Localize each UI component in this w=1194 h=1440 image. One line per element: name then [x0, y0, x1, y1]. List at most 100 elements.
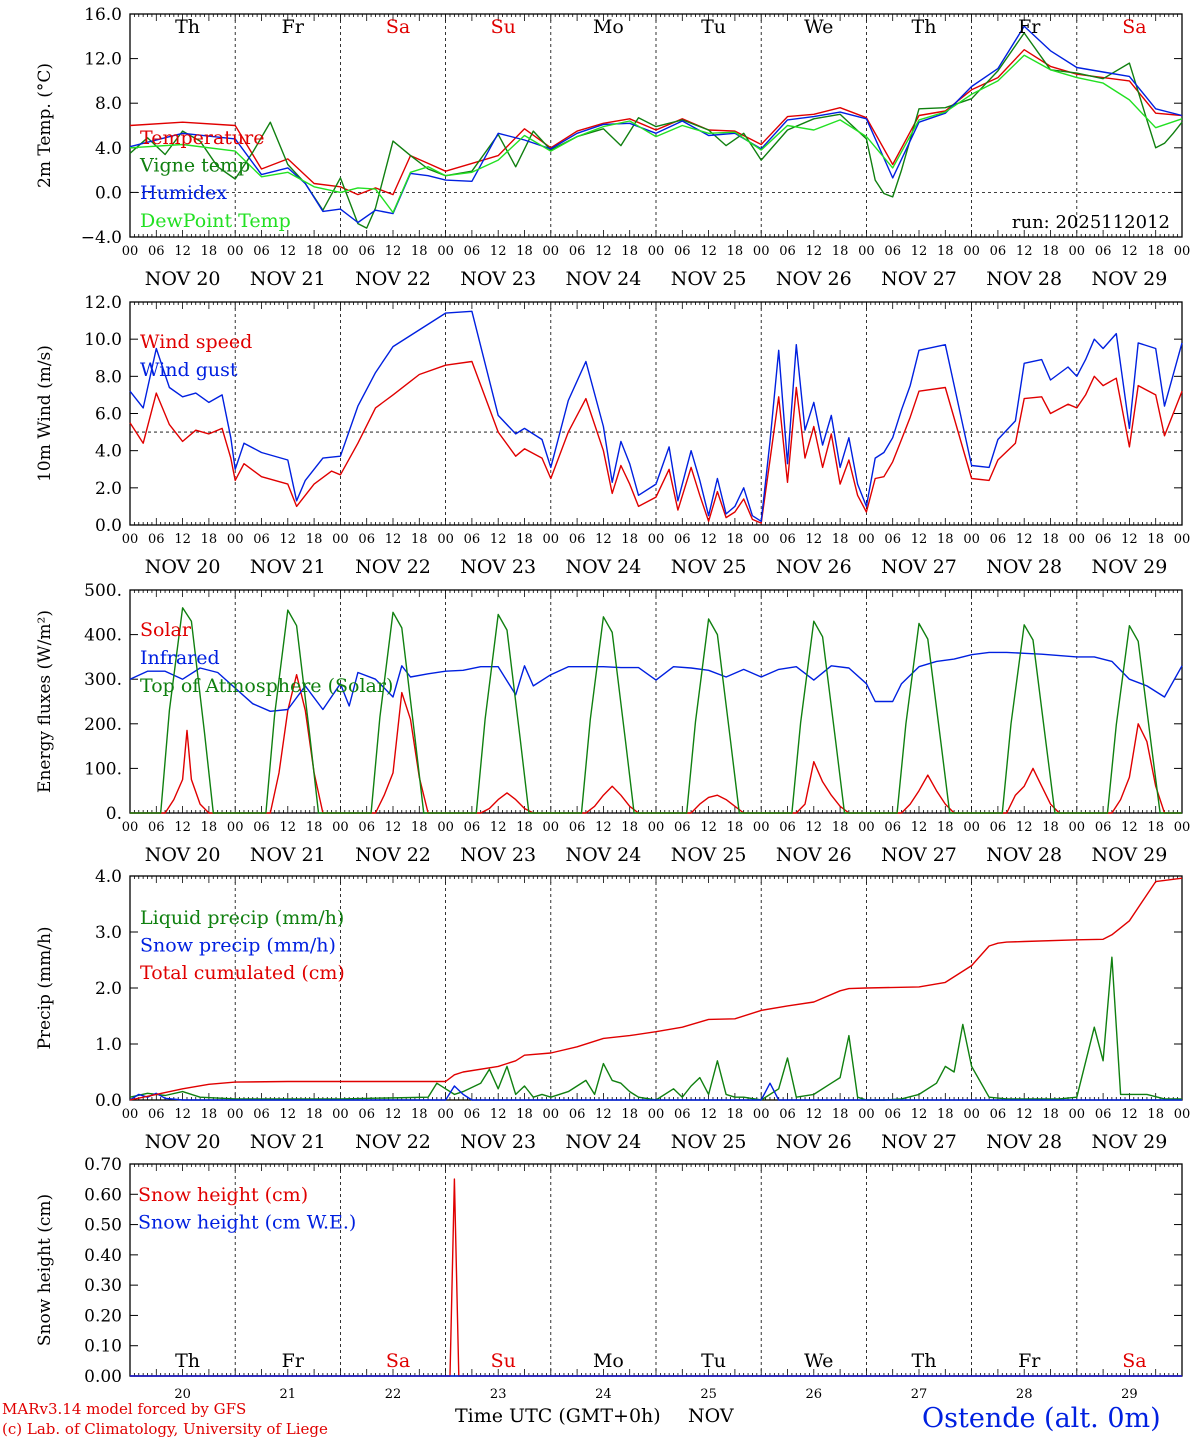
- y-axis-label: Energy fluxes (W/m²): [35, 610, 55, 793]
- hour-tick-label: 06: [148, 532, 165, 547]
- hour-tick-label: 06: [253, 532, 270, 547]
- hour-tick-label: 18: [516, 820, 533, 835]
- hour-tick-label: 00: [753, 820, 770, 835]
- hour-tick-label: 06: [253, 1107, 270, 1122]
- hour-tick-label: 00: [858, 820, 875, 835]
- hour-tick-label: 06: [464, 244, 481, 259]
- hour-tick-label: 00: [858, 532, 875, 547]
- hour-tick-label: 00: [1174, 532, 1191, 547]
- hour-tick-label: 12: [280, 820, 297, 835]
- hour-tick-label: 00: [963, 532, 980, 547]
- y-tick-label: 200.: [84, 715, 122, 735]
- hour-tick-label: 12: [385, 1107, 402, 1122]
- weekday-label: Tu: [701, 1350, 726, 1372]
- date-label: NOV 26: [776, 268, 852, 290]
- weekday-label: Sa: [386, 1350, 410, 1372]
- hour-tick-label: 18: [832, 820, 849, 835]
- hour-tick-label: 12: [280, 1107, 297, 1122]
- date-label: NOV 25: [671, 268, 747, 290]
- legend-entry: Vigne temp: [139, 155, 250, 177]
- hour-tick-label: 12: [280, 244, 297, 259]
- hour-tick-label: 00: [1174, 820, 1191, 835]
- hour-tick-label: 12: [1016, 1107, 1033, 1122]
- date-label: NOV 20: [145, 556, 221, 578]
- y-tick-label: 0.40: [84, 1246, 122, 1266]
- weekday-label: Mo: [593, 1350, 624, 1372]
- hour-tick-label: 18: [937, 532, 954, 547]
- date-label: NOV 29: [1091, 844, 1167, 866]
- hour-tick-label: 00: [963, 1107, 980, 1122]
- y-tick-label: 2.0: [95, 479, 122, 499]
- weekday-label: Sa: [1122, 1350, 1146, 1372]
- date-label: NOV 23: [460, 1131, 536, 1153]
- day-number-label: 28: [1016, 1387, 1033, 1402]
- hour-tick-label: 18: [411, 1107, 428, 1122]
- hour-tick-label: 18: [1147, 820, 1164, 835]
- hour-tick-label: 00: [1069, 244, 1086, 259]
- weekday-label: Fr: [1018, 1350, 1041, 1372]
- y-tick-label: 0.70: [84, 1155, 122, 1175]
- hour-tick-label: 06: [464, 820, 481, 835]
- weekday-label: Fr: [1018, 16, 1041, 38]
- hour-tick-label: 00: [437, 532, 454, 547]
- hour-tick-label: 12: [595, 1107, 612, 1122]
- legend-entry: Temperature: [140, 127, 264, 149]
- hour-tick-label: 18: [1042, 1107, 1059, 1122]
- hour-tick-label: 06: [674, 244, 691, 259]
- date-label: NOV 23: [460, 268, 536, 290]
- legend-entry: Top of Atmosphere (Solar): [140, 675, 393, 697]
- legend-entry: Snow height (cm W.E.): [138, 1212, 356, 1234]
- hour-tick-label: 18: [621, 532, 638, 547]
- x-axis-month: NOV: [688, 1405, 734, 1427]
- panel-4: [129, 875, 1183, 1101]
- hour-tick-label: 06: [779, 1107, 796, 1122]
- date-label: NOV 26: [776, 844, 852, 866]
- hour-tick-label: 06: [569, 244, 586, 259]
- legend-entry: Infrared: [140, 647, 220, 669]
- legend-entry: Wind gust: [140, 359, 238, 381]
- y-tick-label: 1.0: [95, 1035, 122, 1055]
- y-tick-label: 0.00: [84, 1367, 122, 1387]
- hour-tick-label: 12: [911, 532, 928, 547]
- hour-tick-label: 18: [411, 820, 428, 835]
- date-label: NOV 28: [986, 556, 1062, 578]
- panel-frame: [129, 589, 1183, 814]
- hour-tick-label: 06: [1095, 1107, 1112, 1122]
- hour-tick-label: 00: [437, 244, 454, 259]
- legend-entry: Humidex: [140, 182, 227, 204]
- weekday-label: Th: [175, 16, 200, 38]
- hour-tick-label: 00: [648, 244, 665, 259]
- hour-tick-label: 12: [700, 1107, 717, 1122]
- series-line-total-cumulated-cm-: [129, 877, 1183, 1101]
- hour-tick-label: 18: [727, 244, 744, 259]
- hour-tick-label: 00: [543, 820, 560, 835]
- hour-tick-label: 06: [674, 1107, 691, 1122]
- date-label: NOV 22: [355, 268, 431, 290]
- weekday-label: We: [804, 16, 833, 38]
- legend-entry: Solar: [140, 619, 192, 641]
- hour-tick-label: 12: [700, 244, 717, 259]
- hour-tick-label: 00: [1069, 820, 1086, 835]
- y-tick-label: 10.0: [84, 330, 122, 350]
- hour-tick-label: 18: [1147, 1107, 1164, 1122]
- hour-tick-label: 12: [174, 244, 191, 259]
- hour-tick-label: 00: [227, 1107, 244, 1122]
- date-label: NOV 20: [145, 268, 221, 290]
- hour-tick-label: 12: [174, 532, 191, 547]
- y-tick-label: 400.: [84, 626, 122, 646]
- date-label: NOV 23: [460, 844, 536, 866]
- date-label: NOV 24: [565, 268, 641, 290]
- hour-tick-label: 18: [306, 244, 323, 259]
- hour-tick-label: 12: [806, 244, 823, 259]
- hour-tick-label: 00: [858, 244, 875, 259]
- legend-entry: Liquid precip (mm/h): [140, 907, 344, 929]
- hour-tick-label: 06: [990, 532, 1007, 547]
- legend-entry: Wind speed: [140, 331, 252, 353]
- panel-frame: [129, 301, 1183, 526]
- weekday-label: Tu: [701, 16, 726, 38]
- date-label: NOV 26: [776, 1131, 852, 1153]
- hour-tick-label: 18: [201, 532, 218, 547]
- y-tick-label: 3.0: [95, 923, 122, 943]
- hour-tick-label: 12: [1121, 244, 1138, 259]
- hour-tick-label: 00: [227, 820, 244, 835]
